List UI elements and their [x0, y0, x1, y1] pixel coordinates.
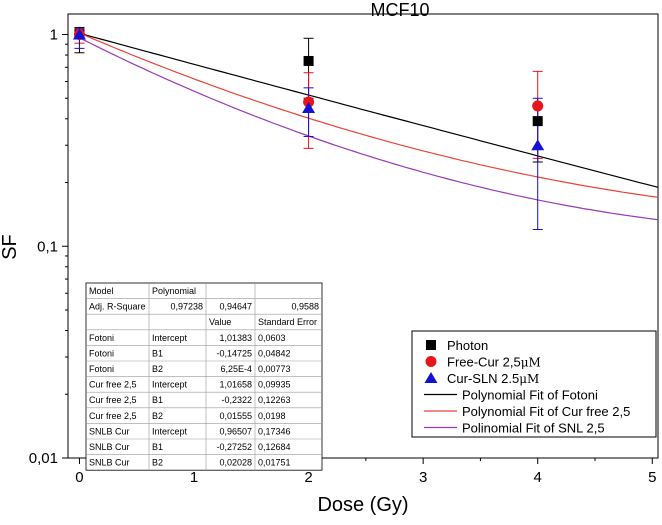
- stats-table-cell: Fotoni: [89, 348, 114, 358]
- stats-table-cell: 0,01751: [258, 458, 291, 468]
- legend-label-polinomial-fit-of-snl-2-5: Polinomial Fit of SNL 2,5: [462, 421, 605, 436]
- stats-table-cell: Cur free 2,5: [89, 411, 137, 421]
- legend-label-photon: Photon: [447, 338, 488, 353]
- stats-table-cell: 0,17346: [258, 426, 291, 436]
- stats-table-cell: Cur free 2,5: [89, 395, 137, 405]
- x-tick-label: 1: [190, 469, 198, 486]
- stats-table-cell: 0,97238: [170, 302, 203, 312]
- stats-table-cell: Intercept: [152, 426, 188, 436]
- data-point-free-cur-2-5-m: [532, 100, 544, 112]
- stats-table-cell: Value: [209, 317, 231, 327]
- y-tick-label: 0,1: [37, 238, 58, 255]
- stats-table-cell: 0,94647: [219, 302, 252, 312]
- fit-curves: [79, 32, 659, 221]
- stats-table-cell: 0,12684: [258, 442, 291, 452]
- stats-table-cell: B1: [152, 348, 163, 358]
- legend-label-free-cur-2-5-m: Free-Cur 2,5μM: [447, 355, 541, 370]
- y-axis-title: SF: [0, 234, 21, 260]
- stats-table-cell: 0,02028: [219, 458, 252, 468]
- stats-table-cell: 6,25E-4: [220, 364, 252, 374]
- stats-table-cell: Fotoni: [89, 333, 114, 343]
- stats-table-cell: 0,0603: [258, 333, 286, 343]
- x-tick-label: 4: [534, 469, 542, 486]
- stats-table-cell: Model: [89, 286, 114, 296]
- data-markers: [72, 28, 545, 151]
- stats-table-cell: 0,0198: [258, 411, 286, 421]
- stats-table-cell: -0,2322: [221, 395, 252, 405]
- stats-table-cell: Fotoni: [89, 364, 114, 374]
- legend-symbol-photon: [426, 340, 436, 350]
- stats-table-cell: SNLB Cur: [89, 442, 130, 452]
- legend-label-cur-sln-2-5-m: Cur-SLN 2.5μM: [447, 371, 539, 386]
- y-tick-label: 0,01: [29, 450, 58, 467]
- data-point-cur-sln-2-5-m: [531, 139, 545, 151]
- x-tick-label: 2: [304, 469, 312, 486]
- legend-label-polynomial-fit-of-fotoni: Polynomial Fit of Fotoni: [462, 388, 598, 403]
- chart-title: MCF10: [370, 0, 429, 20]
- stats-table-cell: Polynomial: [152, 286, 196, 296]
- stats-table-cell: Intercept: [152, 380, 188, 390]
- fit-line-polinomial-fit-of-snl-2-5: [79, 37, 659, 221]
- stats-table-cell: B2: [152, 411, 163, 421]
- fit-line-polynomial-fit-of-cur-free-2-5: [79, 32, 659, 198]
- data-point-photon: [532, 116, 543, 127]
- x-tick-label: 3: [419, 469, 427, 486]
- legend-symbol-cur-sln-2-5-m: [424, 372, 438, 383]
- stats-table-cell: 0,09935: [258, 380, 291, 390]
- stats-table-cell: Intercept: [152, 333, 188, 343]
- legend-label-polynomial-fit-of-cur-free-2-5: Polynomial Fit of Cur free 2,5: [462, 404, 630, 419]
- stats-table-cell: -0,14725: [216, 348, 252, 358]
- data-point-cur-sln-2-5-m: [302, 101, 316, 113]
- stats-table-cell: -0,27252: [216, 442, 252, 452]
- stats-table: Model Polynomial Adj. R-Square 0,97238 0,946…: [85, 282, 323, 471]
- stats-table-cell: Cur free 2,5: [89, 380, 137, 390]
- fit-line-polynomial-fit-of-fotoni: [79, 32, 659, 188]
- stats-table-cell: B1: [152, 442, 163, 452]
- stats-table-cell: B2: [152, 364, 163, 374]
- stats-table-cell: 0,96507: [219, 426, 252, 436]
- stats-table-cell: Standard Error: [258, 317, 317, 327]
- x-tick-label: 5: [648, 469, 656, 486]
- legend-frame: [411, 330, 657, 438]
- stats-table-cell: 0,01555: [219, 411, 252, 421]
- stats-table-cell: SNLB Cur: [89, 458, 130, 468]
- stats-table-cell: B2: [152, 458, 163, 468]
- data-point-cur-sln-2-5-m: [72, 28, 86, 40]
- stats-table-cell: 0,00773: [258, 364, 291, 374]
- stats-table-cell: Adj. R-Square: [89, 302, 146, 312]
- stats-table-cell: 1,01383: [219, 333, 252, 343]
- stats-table-cell: SNLB Cur: [89, 426, 130, 436]
- y-tick-label: 1: [50, 27, 58, 44]
- stats-table-cell: 1,01658: [219, 380, 252, 390]
- legend-symbol-free-cur-2-5-m: [425, 356, 437, 367]
- stats-table-cell: 0,12263: [258, 395, 291, 405]
- x-axis-title: Dose (Gy): [317, 494, 408, 516]
- stats-table-cell: B1: [152, 395, 163, 405]
- x-tick-label: 0: [75, 469, 83, 486]
- data-point-photon: [303, 55, 314, 66]
- stats-table-cell: 0,9588: [291, 302, 319, 312]
- stats-table-cell: 0,04842: [258, 348, 291, 358]
